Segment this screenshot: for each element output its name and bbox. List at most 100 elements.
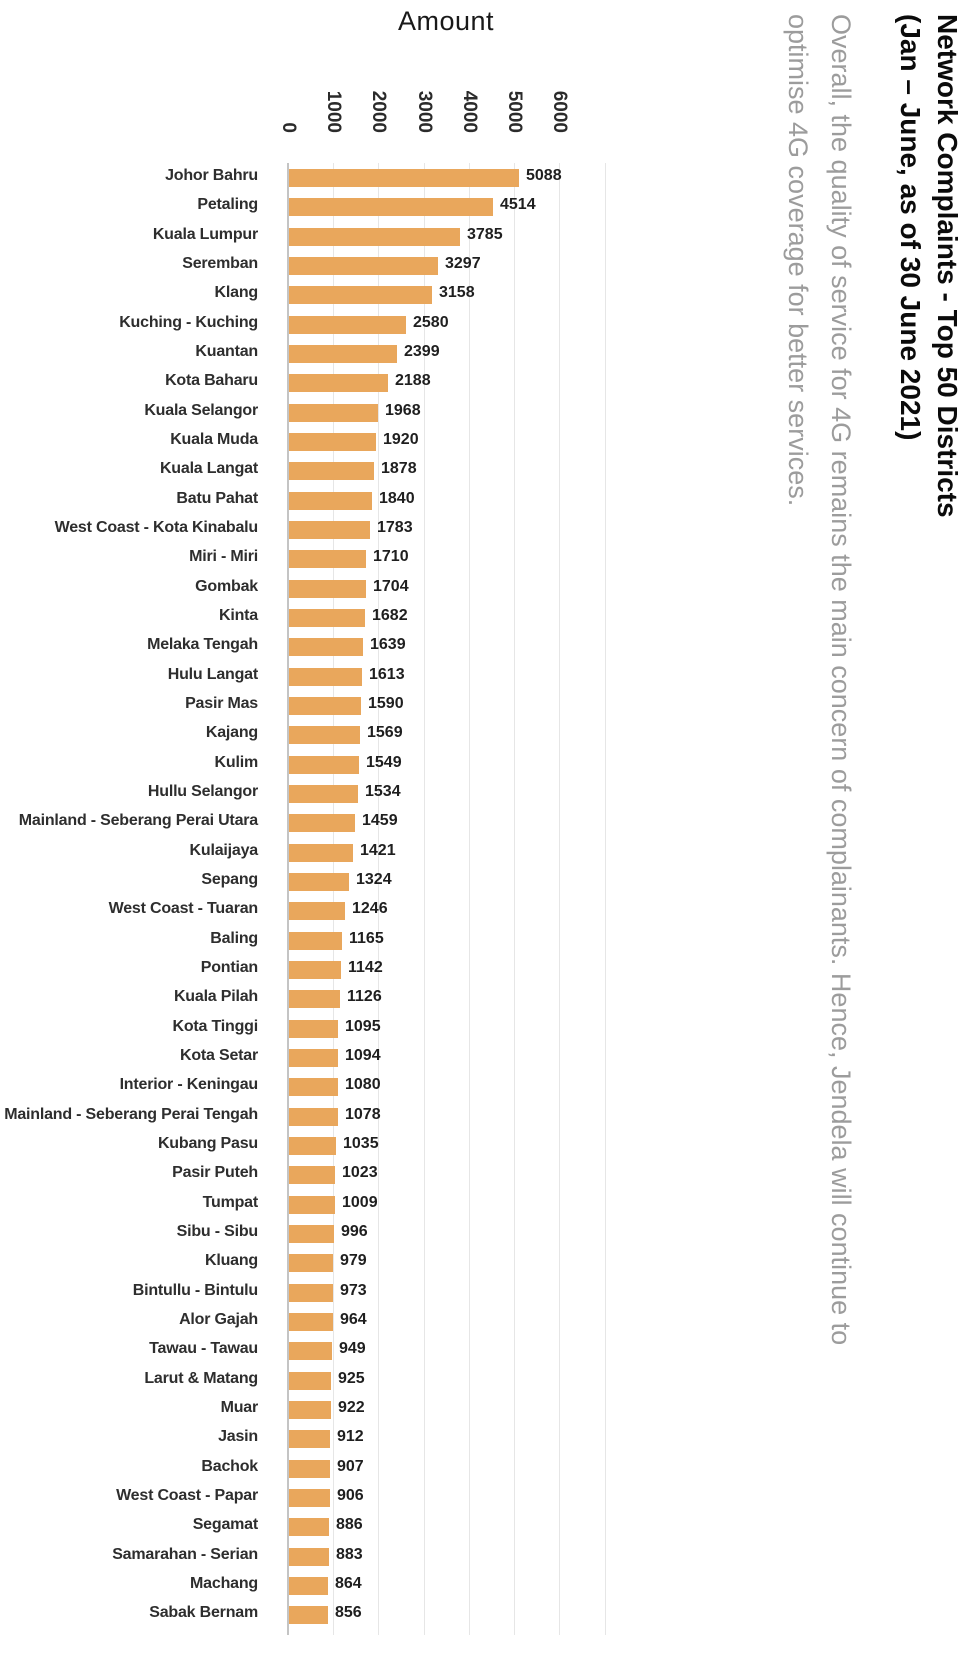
category-label: Kota Tinggi (172, 1017, 259, 1035)
category-label: Miri - Miri (189, 548, 258, 566)
category-label: Kuala Lumpur (152, 225, 258, 243)
bar (289, 1283, 333, 1302)
gridline-1000 (333, 163, 335, 1635)
value-label: 1590 (368, 694, 404, 712)
category-label: Tawau - Tawau (149, 1340, 258, 1358)
chart-subtitle-line-2: optimise 4G coverage for better services… (783, 14, 813, 507)
value-label: 1126 (347, 988, 382, 1006)
value-label: 1421 (360, 841, 396, 859)
category-label: Mainland - Seberang Perai Tengah (4, 1105, 258, 1123)
bar (289, 960, 341, 979)
category-label: Larut & Matang (144, 1369, 258, 1387)
category-label: Kota Baharu (165, 372, 258, 390)
value-label: 1023 (342, 1164, 378, 1182)
bar (289, 550, 366, 569)
bar (289, 1430, 330, 1449)
category-label: Kulaijaya (189, 841, 259, 859)
chart-subtitle-line-1: Overall, the quality of service for 4G r… (826, 14, 856, 1346)
category-label: Melaka Tengah (147, 636, 258, 654)
category-label: Bachok (201, 1457, 258, 1475)
bar (289, 1254, 333, 1273)
bar (289, 462, 374, 481)
bar (289, 784, 358, 803)
x-tick-label: 2000 (368, 90, 390, 133)
bar (289, 432, 376, 451)
value-label: 1165 (349, 929, 384, 947)
value-label: 3297 (445, 254, 481, 272)
bar (289, 1312, 333, 1331)
value-label: 973 (340, 1281, 367, 1299)
value-label: 4514 (500, 196, 536, 214)
gridline-3000 (423, 163, 425, 1635)
bar (289, 286, 432, 305)
bar (289, 638, 363, 657)
value-label: 949 (339, 1340, 366, 1358)
bar (289, 814, 355, 833)
gridline-5000 (514, 163, 515, 1635)
category-label: West Coast - Tuaran (108, 900, 259, 918)
bar (289, 1166, 335, 1185)
bar (289, 1459, 330, 1478)
bar (289, 1019, 338, 1038)
category-label: Pontian (200, 958, 258, 976)
x-tick-label: 1000 (323, 90, 345, 133)
bar (289, 374, 388, 393)
bar (289, 1371, 331, 1390)
category-label: Pasir Puteh (172, 1164, 258, 1182)
bar (289, 1547, 329, 1566)
bar (289, 198, 493, 217)
bar (289, 520, 370, 539)
value-label: 907 (337, 1457, 364, 1475)
bar (289, 902, 345, 921)
category-label: Mainland - Seberang Perai Utara (18, 812, 258, 830)
bar (289, 256, 438, 275)
category-label: Sabak Bernam (149, 1604, 258, 1622)
bar (289, 1342, 332, 1361)
category-label: Kubang Pasu (157, 1134, 258, 1152)
bar (289, 667, 362, 686)
bar (289, 843, 353, 862)
bar (289, 1518, 329, 1537)
value-label: 1710 (373, 548, 409, 566)
category-label: Tumpat (202, 1193, 259, 1211)
bar (289, 1107, 338, 1126)
category-label: Muar (220, 1398, 259, 1416)
bar (289, 1224, 334, 1243)
category-label: Pasir Mas (185, 694, 258, 712)
category-label: Alor Gajah (179, 1310, 258, 1328)
bar (289, 579, 366, 598)
bar (289, 227, 460, 246)
value-label: 1094 (345, 1046, 381, 1064)
bar (289, 990, 340, 1009)
category-label: Batu Pahat (176, 489, 258, 507)
value-label: 883 (336, 1545, 363, 1563)
rotated-text-block: Network Complaints - Top 50 Districts (J… (776, 14, 966, 1634)
category-label: Klang (214, 284, 259, 302)
bar (289, 726, 360, 745)
x-tick-label: 6000 (549, 90, 571, 133)
value-label: 1613 (369, 665, 405, 683)
value-label: 5088 (526, 167, 562, 184)
value-label: 964 (340, 1310, 367, 1328)
title-subtitle-spacer (862, 14, 892, 1634)
value-label: 1968 (385, 401, 421, 419)
category-label: West Coast - Kota Kinabalu (54, 518, 259, 536)
value-label: 1009 (342, 1193, 378, 1211)
x-tick-label: 0 (278, 122, 299, 133)
category-label: Gombak (195, 577, 258, 595)
category-label: Johor Bahru (165, 167, 258, 184)
bar (289, 344, 397, 363)
chart-title-line-1: Network Complaints - Top 50 Districts (932, 14, 963, 518)
bar (289, 1400, 331, 1419)
category-label: Samarahan - Serian (112, 1545, 258, 1563)
value-label: 1095 (345, 1017, 381, 1035)
value-label: 996 (341, 1222, 368, 1240)
value-label: 886 (336, 1516, 363, 1534)
bar (289, 1048, 338, 1067)
value-label: 1078 (345, 1105, 381, 1123)
category-label: Kuala Langat (159, 460, 258, 478)
category-label: Kulim (214, 753, 259, 771)
value-label: 1682 (372, 606, 408, 624)
value-label: 1459 (362, 812, 398, 830)
